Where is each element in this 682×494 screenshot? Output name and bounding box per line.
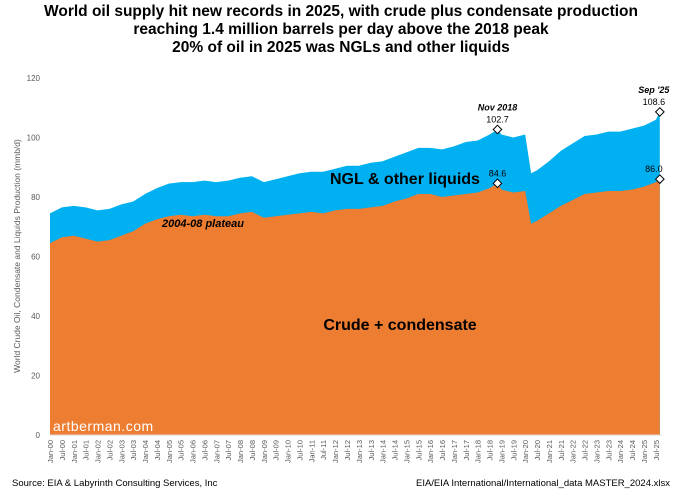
x-tick-label: Jul-14 (391, 440, 400, 460)
annotation-sep-25: Sep '25 (638, 85, 670, 95)
x-tick-label: Jan-14 (379, 440, 388, 463)
x-tick-label: Jul-20 (533, 440, 542, 460)
y-tick-label: 80 (31, 193, 40, 202)
chart-title-line-1: World oil supply hit new records in 2025… (44, 3, 638, 20)
y-tick-label: 40 (31, 312, 40, 321)
annotation-crude-sep-25-value: 86.0 (645, 164, 663, 174)
chart-title-line-3: 20% of oil in 2025 was NGLs and other li… (172, 39, 510, 56)
x-tick-label: Jan-04 (141, 440, 150, 463)
x-tick-label: Jul-01 (82, 440, 91, 460)
data-marker (492, 178, 503, 189)
x-tick-label: Jan-13 (355, 440, 364, 463)
x-tick-label: Jan-22 (569, 440, 578, 463)
x-tick-label: Jan-08 (236, 440, 245, 463)
x-tick-label: Jan-24 (616, 440, 625, 463)
x-tick-label: Jan-00 (46, 440, 55, 463)
x-tick-label: Jan-20 (521, 440, 530, 463)
x-tick-label: Jan-21 (545, 440, 554, 463)
x-tick-label: Jul-05 (177, 440, 186, 460)
x-tick-label: Jul-12 (343, 440, 352, 460)
x-tick-label: Jul-22 (581, 440, 590, 460)
x-tick-label: Jan-09 (260, 440, 269, 463)
x-tick-label: Jan-02 (94, 440, 103, 463)
x-tick-label: Jul-04 (153, 440, 162, 460)
annotation-nov-2018: Nov 2018 (478, 102, 518, 112)
label-plateau: 2004-08 plateau (161, 218, 244, 230)
y-tick-label: 100 (27, 134, 41, 143)
x-tick-label: Jan-05 (165, 440, 174, 463)
y-tick-label: 120 (27, 74, 41, 83)
x-tick-label: Jan-15 (402, 440, 411, 463)
source-note: Source: EIA & Labyrinth Consulting Servi… (12, 478, 218, 489)
x-tick-label: Jan-07 (212, 440, 221, 463)
x-tick-label: Jul-03 (129, 440, 138, 460)
x-tick-label: Jul-02 (105, 440, 114, 460)
x-tick-label: Jul-23 (604, 440, 613, 460)
annotation-sep-25-value: 108.6 (643, 97, 666, 107)
y-tick-label: 20 (31, 372, 40, 381)
x-tick-label: Jan-03 (117, 440, 126, 463)
x-tick-label: Jan-11 (307, 440, 316, 462)
label-crude: Crude + condensate (323, 317, 476, 334)
x-tick-label: Jan-17 (450, 440, 459, 463)
data-marker (654, 174, 665, 185)
x-tick-label: Jul-06 (200, 440, 209, 460)
x-tick-label: Jul-15 (414, 440, 423, 460)
y-tick-label: 60 (31, 253, 40, 262)
data-marker (654, 106, 665, 117)
x-tick-label: Jan-23 (592, 440, 601, 463)
x-tick-label: Jan-06 (189, 440, 198, 463)
label-ngl: NGL & other liquids (330, 171, 480, 188)
x-tick-label: Jul-11 (319, 440, 328, 460)
x-tick-label: Jan-10 (284, 440, 293, 463)
x-tick-label: Jul-00 (58, 440, 67, 460)
x-tick-label: Jan-01 (70, 440, 79, 463)
chart-title: World oil supply hit new records in 2025… (0, 3, 682, 57)
x-tick-label: Jul-25 (652, 440, 661, 460)
x-tick-label: Jul-08 (248, 440, 257, 460)
y-axis-label: World Crude Oil, Condensate and Liquids … (12, 139, 22, 373)
x-tick-label: Jul-19 (509, 440, 518, 460)
file-note: EIA/EIA International/International_data… (415, 478, 670, 489)
area-crude (50, 179, 660, 435)
x-tick-label: Jul-10 (295, 440, 304, 460)
y-tick-label: 0 (36, 431, 41, 440)
x-tick-label: Jul-09 (272, 440, 281, 460)
x-tick-label: Jan-19 (497, 440, 506, 463)
x-tick-label: Jul-24 (628, 440, 637, 460)
x-tick-label: Jul-18 (486, 440, 495, 460)
x-tick-label: Jan-25 (640, 440, 649, 463)
x-tick-label: Jul-21 (557, 440, 566, 460)
x-tick-label: Jan-18 (474, 440, 483, 463)
x-tick-label: Jan-16 (426, 440, 435, 463)
x-tick-label: Jul-07 (224, 440, 233, 460)
x-tick-label: Jan-12 (331, 440, 340, 463)
annotation-nov-2018-value: 102.7 (486, 114, 509, 124)
watermark: artberman.com (53, 418, 154, 434)
x-tick-label: Jul-13 (367, 440, 376, 460)
x-tick-label: Jul-17 (462, 440, 471, 460)
data-marker (492, 124, 503, 135)
x-tick-label: Jul-16 (438, 440, 447, 460)
chart-title-line-2: reaching 1.4 million barrels per day abo… (133, 21, 549, 38)
annotation-crude-2018-value: 84.6 (489, 168, 507, 178)
